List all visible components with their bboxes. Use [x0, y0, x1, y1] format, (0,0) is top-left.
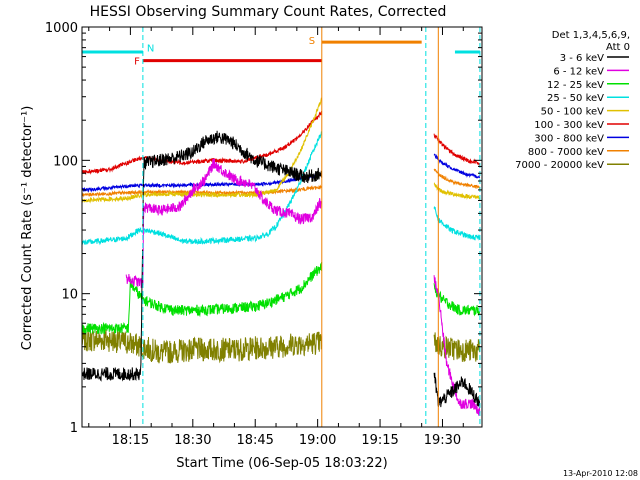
flag-n: N: [147, 44, 154, 55]
x-tick-label: 18:45: [236, 433, 273, 448]
series-line: [142, 130, 323, 227]
legend-label: 50 - 100 keV: [541, 107, 605, 118]
legend-label: 12 - 25 keV: [547, 80, 604, 91]
series-line: [433, 206, 481, 241]
series-300-800-kev: [82, 153, 481, 193]
plot-frame: [81, 26, 483, 428]
x-axis-label: Start Time (06-Sep-05 18:03:22): [176, 456, 387, 471]
legend-label: 800 - 7000 keV: [528, 147, 604, 158]
series-line: [142, 130, 323, 245]
series-100-300-kev: [82, 110, 480, 176]
series-line: [433, 168, 481, 190]
series-line: [433, 283, 481, 317]
series-line: [142, 172, 323, 189]
flag-f: F: [134, 57, 140, 68]
series-line: [433, 372, 481, 408]
legend-label: 6 - 12 keV: [553, 66, 604, 77]
x-tick-label: 19:00: [299, 433, 336, 448]
series-line: [142, 158, 323, 285]
y-tick-label: 1000: [45, 21, 78, 36]
legend-header: Att 0: [606, 42, 630, 53]
y-tick-label: 100: [53, 154, 78, 169]
flag-s: S: [309, 36, 315, 47]
chart-title: HESSI Observing Summary Count Rates, Cor…: [90, 4, 447, 20]
series-line: [82, 155, 144, 176]
series-line: [433, 332, 481, 362]
plot-area: [82, 27, 481, 427]
plot-date-footer: 13-Apr-2010 12:08: [563, 469, 638, 478]
legend-label: 300 - 800 keV: [534, 133, 604, 144]
series-line: [82, 327, 144, 358]
series-line: [433, 275, 481, 416]
x-tick-label: 18:30: [174, 433, 211, 448]
series-line: [82, 189, 144, 198]
legend: Det 1,3,4,5,6,9,Att 03 - 6 keV 6 - 12 keV…: [515, 30, 630, 171]
legend-label: 100 - 300 keV: [534, 120, 604, 131]
series-line: [82, 191, 143, 204]
series-line: [433, 182, 481, 200]
legend-header: Det 1,3,4,5,6,9,: [552, 30, 630, 41]
series-line: [125, 273, 144, 288]
axes: 1 10 100 1000 18:15 18:30 18:45 19:00 19:15 19:30: [45, 21, 482, 448]
series-line: [142, 261, 323, 318]
series-line: [433, 133, 480, 166]
series-line: [82, 182, 143, 193]
x-tick-label: 19:30: [424, 433, 461, 448]
series-line: [82, 278, 144, 335]
legend-label: 25 - 50 keV: [547, 93, 604, 104]
series-7000-20000-kev: [82, 327, 481, 364]
series-line: [433, 153, 481, 179]
series-line: [82, 227, 144, 246]
series-6-12-kev: [125, 158, 481, 416]
y-tick-label: 1: [70, 421, 78, 436]
series-25-50-kev: [82, 130, 481, 246]
series-12-25-kev: [82, 261, 481, 335]
x-tick-label: 19:15: [361, 433, 398, 448]
legend-label: 3 - 6 keV: [560, 53, 604, 64]
series-line: [142, 110, 323, 166]
series-3-6-kev: [82, 130, 481, 408]
y-tick-label: 10: [61, 288, 78, 303]
series-800-7000-kev: [82, 168, 481, 198]
series-line: [82, 249, 144, 382]
series-line: [142, 184, 322, 197]
y-axis-label: Corrected Count Rate (s⁻¹ detector⁻¹): [20, 106, 35, 351]
legend-label: 7000 - 20000 keV: [515, 160, 604, 171]
x-tick-label: 18:15: [112, 433, 149, 448]
series-line: [142, 331, 323, 364]
